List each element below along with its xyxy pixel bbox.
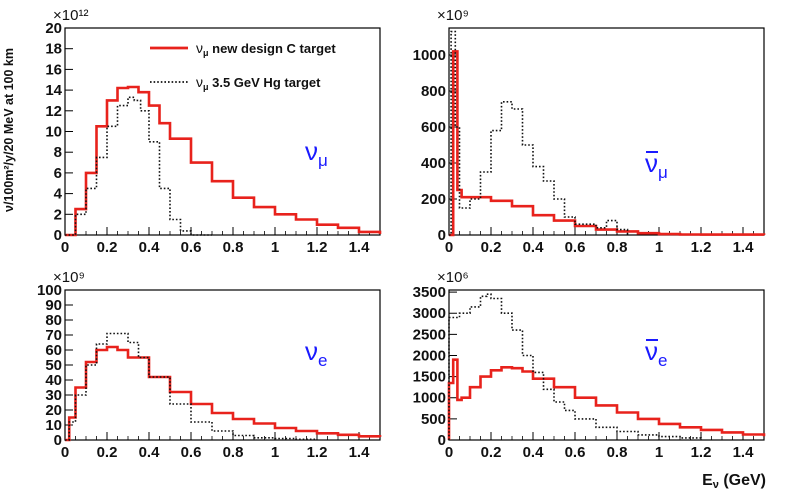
y-tick-label: 1000 (413, 390, 446, 407)
y-tick-label: 2500 (413, 326, 446, 343)
y-tick-label: 0 (438, 432, 446, 449)
x-tick-label: 0.2 (481, 239, 502, 256)
panel-3: 0 0.2 0.4 0.6 0.8 1 1.2 1.401020304050607080901… (37, 269, 382, 461)
x-tick-label: 0.2 (481, 444, 502, 461)
y-tick-label: 0 (54, 432, 62, 449)
x-tick-label: 0 (61, 444, 69, 461)
panel-1: 0 0.2 0.4 0.6 0.8 1 1.2 1.4 0 2 4 6 8 10 12 14 16 18 20×10… (45, 7, 382, 256)
y-tick-label: 50 (45, 357, 62, 374)
x-tick-label: 0 (445, 239, 453, 256)
y-tick-label: 60 (45, 342, 62, 359)
y-tick-label: 0 (438, 227, 446, 244)
x-tick-label: 1.4 (349, 444, 371, 461)
y-tick-label: 100 (37, 282, 62, 299)
y-tick-label: 20 (45, 402, 62, 419)
y-tick-label: 4 (54, 186, 63, 203)
y-tick-label: 3500 (413, 284, 446, 301)
y-tick-label: 12 (45, 103, 62, 120)
series-hg-target (65, 332, 318, 441)
y-tick-label: 10 (45, 417, 62, 434)
y-tick-label: 500 (421, 411, 446, 428)
y-tick-label: 1500 (413, 369, 446, 386)
x-tick-label: 0.4 (139, 444, 161, 461)
x-tick-label: 0.4 (523, 444, 545, 461)
y-tick-label: 14 (45, 82, 62, 99)
x-tick-label: 1 (271, 444, 279, 461)
panel-title: νμ (645, 148, 668, 182)
x-tick-label: 0.6 (181, 239, 202, 256)
x-tick-label: 1.4 (349, 239, 371, 256)
y-tick-label: 6 (54, 165, 62, 182)
x-tick-label: 0.6 (181, 444, 202, 461)
panel-frame (64, 27, 381, 236)
series-c-target (449, 50, 766, 237)
x-tick-label: 1.4 (733, 239, 755, 256)
y-tick-label: 90 (45, 297, 62, 314)
y-exponent-label: ×10⁹ (53, 269, 85, 286)
y-tick-label: 16 (45, 61, 62, 78)
panel-title: νe (645, 336, 667, 370)
x-tick-label: 0 (445, 444, 453, 461)
x-tick-label: 0.4 (523, 239, 545, 256)
x-tick-label: 1.2 (307, 444, 328, 461)
y-tick-label: 1000 (413, 47, 446, 64)
x-tick-label: 1 (655, 444, 663, 461)
x-tick-label: 0.8 (607, 444, 628, 461)
series-c-target (65, 345, 382, 442)
x-tick-label: 0 (61, 239, 69, 256)
x-tick-label: 0.8 (223, 239, 244, 256)
y-tick-label: 40 (45, 372, 62, 389)
y-tick-label: 8 (54, 144, 62, 161)
y-tick-label: 3000 (413, 305, 446, 322)
legend: νμ new design C target νμ 3.5 GeV Hg targ… (150, 40, 336, 92)
panel-frame (448, 27, 765, 236)
y-tick-label: 20 (45, 20, 62, 37)
legend-label: νμ 3.5 GeV Hg target (196, 74, 321, 92)
y-axis-label: ν/100m²/y/20 MeV at 100 km (2, 48, 16, 212)
y-tick-label: 10 (45, 124, 62, 141)
y-tick-label: 600 (421, 119, 446, 136)
x-tick-label: 1.2 (691, 239, 712, 256)
series-c-target (65, 85, 382, 237)
x-tick-label: 1.2 (691, 444, 712, 461)
legend-label: νμ new design C target (196, 40, 336, 58)
panels: 0 0.2 0.4 0.6 0.8 1 1.2 1.402468101214161820×10… (37, 7, 766, 461)
x-tick-label: 0.2 (97, 444, 118, 461)
x-tick-label: 0.8 (607, 239, 628, 256)
y-tick-label: 18 (45, 41, 62, 58)
y-exponent-label: ×10⁶ (437, 269, 469, 286)
y-tick-label: 800 (421, 83, 446, 100)
x-tick-label: 1.4 (733, 444, 755, 461)
x-tick-label: 0.2 (97, 239, 118, 256)
y-tick-label: 0 (54, 227, 62, 244)
y-exponent-label: ×10⁹ (437, 7, 469, 24)
panel-title: νe (305, 336, 327, 370)
y-tick-label: 80 (45, 312, 62, 329)
x-tick-label: 0.6 (565, 239, 586, 256)
series-hg-target (448, 293, 702, 440)
x-tick-label: 0.4 (139, 239, 161, 256)
y-tick-label: 70 (45, 327, 62, 344)
y-exponent-label: ×10¹² (53, 7, 88, 24)
x-axis-label: Eν (GeV) (702, 472, 766, 491)
y-tick-label: 400 (421, 155, 446, 172)
y-tick-label: 2000 (413, 347, 446, 364)
x-tick-label: 0.6 (565, 444, 586, 461)
y-tick-label: 200 (421, 191, 446, 208)
panel-frame (64, 289, 381, 441)
series-hg-target (449, 30, 629, 236)
panel-frame (448, 289, 765, 441)
x-tick-label: 1 (271, 239, 279, 256)
x-tick-label: 1 (655, 239, 663, 256)
x-tick-label: 1.2 (307, 239, 328, 256)
series-hg-target (65, 96, 212, 236)
panel-2: 0 0.2 0.4 0.6 0.8 1 1.2 1.4 0 200 400 600 800 1000 ×10… (413, 7, 766, 256)
y-tick-label: 2 (54, 206, 62, 223)
panel-4: 0 0.2 0.4 0.6 0.8 1 1.2 1.4 0 500 1000 1500 2000 2500… (413, 269, 766, 461)
panel-title: νμ (305, 136, 328, 170)
y-tick-label: 30 (45, 387, 62, 404)
x-tick-label: 0.8 (223, 444, 244, 461)
